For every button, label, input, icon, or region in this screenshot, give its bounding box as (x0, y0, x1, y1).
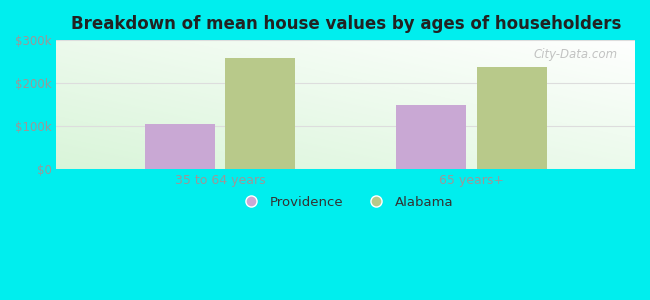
Bar (476, 67, 547, 169)
Bar (144, 124, 215, 169)
Legend: Providence, Alabama: Providence, Alabama (233, 191, 459, 214)
Bar (396, 105, 467, 169)
Bar (225, 58, 296, 169)
Title: Breakdown of mean house values by ages of householders: Breakdown of mean house values by ages o… (71, 15, 621, 33)
Text: City-Data.com: City-Data.com (534, 48, 618, 61)
